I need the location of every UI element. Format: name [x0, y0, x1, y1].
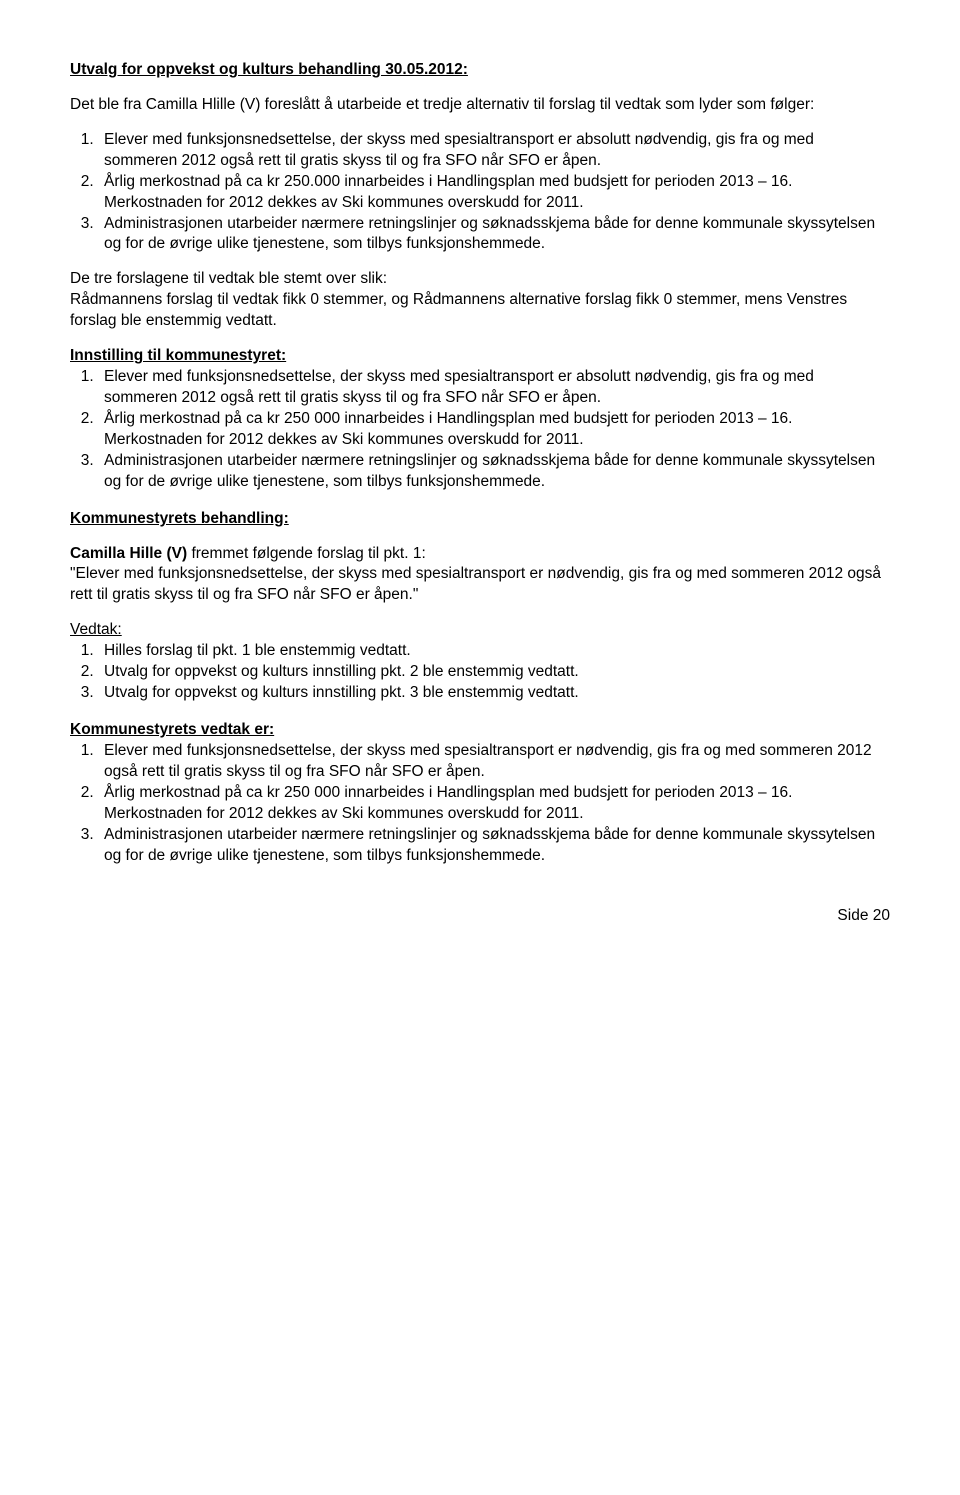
intro-text: Det ble fra Camilla Hlille (V) foreslått… — [70, 95, 890, 116]
final-decision-list: Elever med funksjonsnedsettelse, der sky… — [70, 741, 890, 867]
list-item: Administrasjonen utarbeider nærmere retn… — [98, 451, 890, 493]
list-item: Hilles forslag til pkt. 1 ble enstemmig … — [98, 641, 890, 662]
list-item: Elever med funksjonsnedsettelse, der sky… — [98, 741, 890, 783]
section-heading: Utvalg for oppvekst og kulturs behandlin… — [70, 61, 468, 78]
list-item: Årlig merkostnad på ca kr 250 000 innarb… — [98, 409, 890, 451]
voting-result-text: De tre forslagene til vedtak ble stemt o… — [70, 269, 890, 332]
list-item: Utvalg for oppvekst og kulturs innstilli… — [98, 683, 890, 704]
page-number: Side 20 — [70, 906, 890, 927]
proposal-list-2: Elever med funksjonsnedsettelse, der sky… — [70, 367, 890, 493]
proposal-list-1: Elever med funksjonsnedsettelse, der sky… — [70, 130, 890, 256]
section-heading: Kommunestyrets behandling: — [70, 510, 289, 527]
vedtak-list: Hilles forslag til pkt. 1 ble enstemmig … — [70, 641, 890, 704]
list-item: Utvalg for oppvekst og kulturs innstilli… — [98, 662, 890, 683]
proposer-name: Camilla Hille (V) — [70, 545, 191, 562]
proposal-lead-text: fremmet følgende forslag til pkt. 1: — [191, 545, 425, 562]
list-item: Elever med funksjonsnedsettelse, der sky… — [98, 130, 890, 172]
list-item: Administrasjonen utarbeider nærmere retn… — [98, 214, 890, 256]
section-heading: Innstilling til kommunestyret: — [70, 347, 286, 364]
list-item: Administrasjonen utarbeider nærmere retn… — [98, 825, 890, 867]
list-item: Årlig merkostnad på ca kr 250.000 innarb… — [98, 172, 890, 214]
vedtak-label: Vedtak: — [70, 621, 122, 638]
list-item: Årlig merkostnad på ca kr 250 000 innarb… — [98, 783, 890, 825]
camilla-proposal: Camilla Hille (V) fremmet følgende forsl… — [70, 544, 890, 565]
section-heading: Kommunestyrets vedtak er: — [70, 721, 274, 738]
list-item: Elever med funksjonsnedsettelse, der sky… — [98, 367, 890, 409]
proposal-quote: "Elever med funksjonsnedsettelse, der sk… — [70, 564, 890, 606]
